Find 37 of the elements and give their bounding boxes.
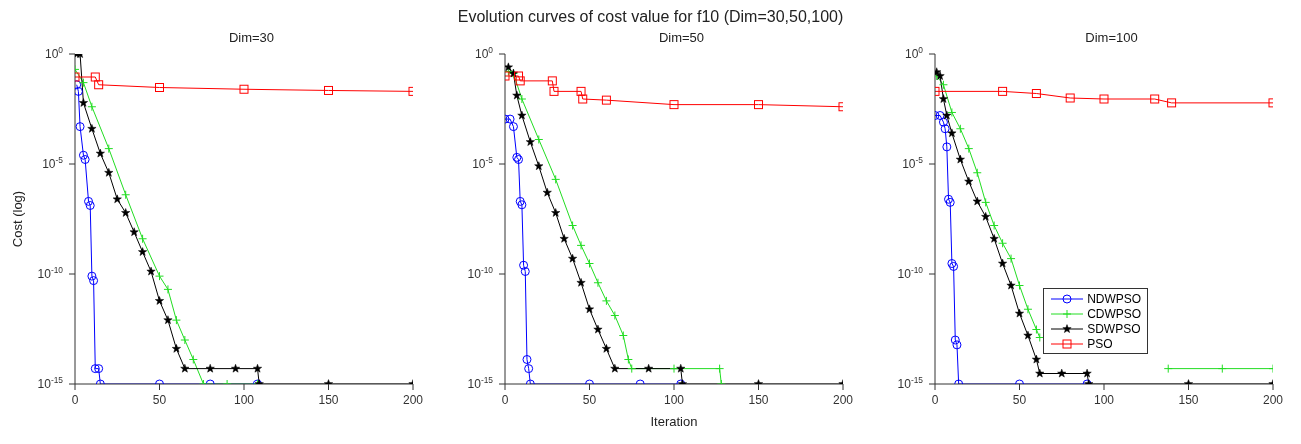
x-tick-label: 150 — [748, 393, 769, 407]
chart-title: Dim=100 — [1084, 30, 1139, 46]
chart-title: Dim=50 — [657, 30, 706, 46]
x-tick-label: 200 — [832, 393, 854, 407]
legend-label: PSO — [1087, 336, 1113, 351]
x-tick-label: 0 — [931, 393, 939, 407]
y-tick-label: 10$^{-10}$ — [897, 265, 924, 281]
x-tick-label: 100 — [233, 393, 255, 407]
legend-label: SDWPSO — [1087, 321, 1141, 336]
x-axis-title: Iteration — [650, 414, 698, 429]
x-tick-label: 200 — [1262, 393, 1284, 407]
y-axis-title: Cost (log) — [9, 190, 25, 248]
legend-label: NDWPSO — [1087, 291, 1142, 306]
y-tick-label: 10$^{0}$ — [44, 45, 64, 61]
y-tick-label: 10$^{-15}$ — [37, 375, 64, 391]
y-tick-label: 10$^{0}$ — [904, 45, 924, 61]
x-tick-label: 100 — [663, 393, 685, 407]
x-tick-label: 100 — [1093, 393, 1115, 407]
y-tick-label: 10$^{-5}$ — [902, 155, 924, 171]
text: Evolution curves of cost value for f10 (Dim=30,50,100) — [456, 8, 845, 27]
y-tick-label: 10$^{-5}$ — [472, 155, 494, 171]
x-tick-label: 50 — [1012, 393, 1027, 407]
chart-title: Dim=30 — [227, 30, 276, 46]
x-tick-label: 200 — [402, 393, 424, 407]
x-tick-label: 50 — [152, 393, 167, 407]
x-tick-label: 150 — [1178, 393, 1199, 407]
legend-label: CDWPSO — [1087, 306, 1142, 321]
y-tick-label: 10$^{-5}$ — [42, 155, 64, 171]
x-tick-label: 150 — [318, 393, 339, 407]
x-tick-label: 50 — [582, 393, 597, 407]
y-tick-label: 10$^{0}$ — [474, 45, 494, 61]
y-tick-label: 10$^{-10}$ — [37, 265, 64, 281]
x-tick-label: 0 — [71, 393, 79, 407]
y-tick-label: 10$^{-15}$ — [467, 375, 494, 391]
y-tick-label: 10$^{-10}$ — [467, 265, 494, 281]
x-tick-label: 0 — [501, 393, 509, 407]
y-tick-label: 10$^{-15}$ — [897, 375, 924, 391]
